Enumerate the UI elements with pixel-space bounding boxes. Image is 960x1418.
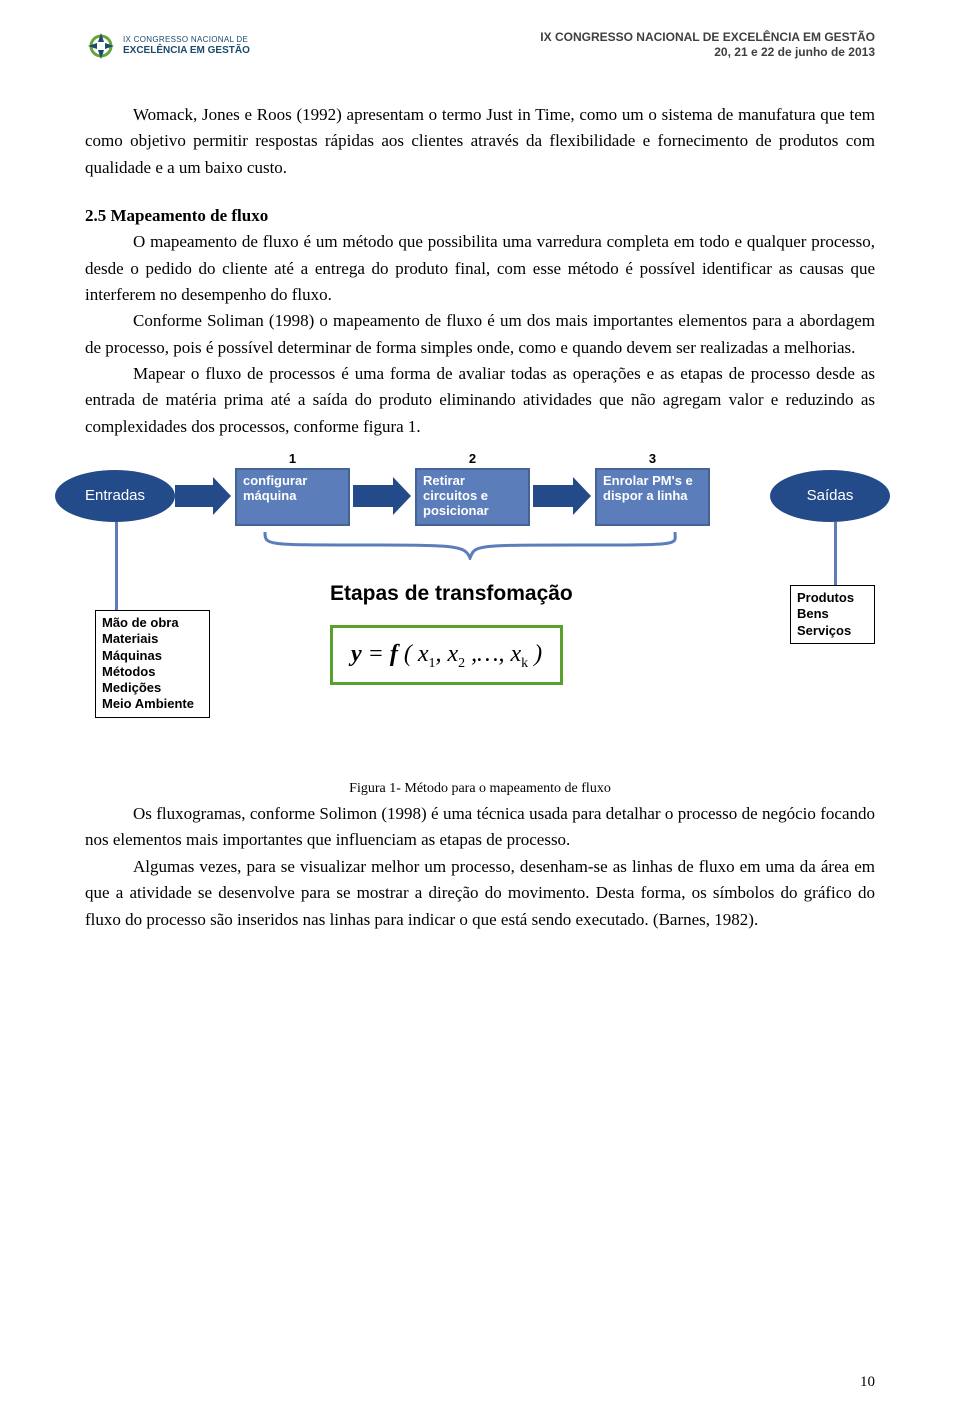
arrow-icon <box>175 485 215 507</box>
step-box-3: 3 Enrolar PM's e dispor a linha <box>595 468 710 526</box>
arrow-icon <box>353 485 395 507</box>
step-box-1: 1 configurar máquina <box>235 468 350 526</box>
arrow-icon <box>533 485 575 507</box>
conf-date: 20, 21 e 22 de junho de 2013 <box>540 45 875 60</box>
paragraph: Os fluxogramas, conforme Solimon (1998) … <box>85 801 875 854</box>
step-box-2: 2 Retirar circuitos e posicionar <box>415 468 530 526</box>
formula-y: y <box>351 641 362 667</box>
page-number: 10 <box>860 1371 875 1394</box>
step-number: 3 <box>649 452 656 467</box>
formula-x1: x <box>418 641 429 667</box>
formula-eq: = <box>362 641 390 667</box>
inputs-list-box: Mão de obra Materiais Máquinas Métodos M… <box>95 610 210 718</box>
formula-x2: x <box>448 641 459 667</box>
formula-dots: ,…, <box>465 641 510 667</box>
saidas-oval: Saídas <box>770 470 890 522</box>
figure-caption: Figura 1- Método para o mapeamento de fl… <box>85 778 875 799</box>
formula-open: ( <box>404 641 418 667</box>
step-label: configurar máquina <box>243 473 307 503</box>
compass-icon <box>85 30 117 62</box>
step-label: Enrolar PM's e dispor a linha <box>603 473 693 503</box>
formula-box: y = f ( x1, x2 ,…, xk ) <box>330 625 563 685</box>
section-heading: 2.5 Mapeamento de fluxo <box>85 203 875 229</box>
formula-f: f <box>390 641 404 667</box>
connector-line <box>115 522 118 610</box>
brace-icon <box>260 530 680 560</box>
formula-xk: x <box>511 641 522 667</box>
paragraph: Conforme Soliman (1998) o mapeamento de … <box>85 308 875 361</box>
formula-close: ) <box>528 641 542 667</box>
formula-sub1: 1 <box>429 656 436 671</box>
entradas-oval: Entradas <box>55 470 175 522</box>
step-label: Retirar circuitos e posicionar <box>423 473 489 518</box>
paragraph: Womack, Jones e Roos (1992) apresentam o… <box>85 102 875 181</box>
page-header: IX CONGRESSO NACIONAL DE EXCELÊNCIA EM G… <box>85 30 875 62</box>
outputs-list-box: Produtos Bens Serviços <box>790 585 875 644</box>
conf-title: IX CONGRESSO NACIONAL DE EXCELÊNCIA EM G… <box>540 30 875 45</box>
paragraph: O mapeamento de fluxo é um método que po… <box>85 229 875 308</box>
logo-line1: IX CONGRESSO NACIONAL DE <box>123 36 250 45</box>
conference-info: IX CONGRESSO NACIONAL DE EXCELÊNCIA EM G… <box>540 30 875 60</box>
flow-diagram: Entradas 1 configurar máquina 2 Retirar … <box>85 460 875 770</box>
step-number: 2 <box>469 452 476 467</box>
paragraph: Mapear o fluxo de processos é uma forma … <box>85 361 875 440</box>
etapas-label: Etapas de transfomação <box>330 578 573 610</box>
formula-comma: , <box>436 641 448 667</box>
connector-line <box>834 522 837 585</box>
paragraph: Algumas vezes, para se visualizar melhor… <box>85 854 875 933</box>
logo-block: IX CONGRESSO NACIONAL DE EXCELÊNCIA EM G… <box>85 30 250 62</box>
step-number: 1 <box>289 452 296 467</box>
logo-line2: EXCELÊNCIA EM GESTÃO <box>123 45 250 56</box>
